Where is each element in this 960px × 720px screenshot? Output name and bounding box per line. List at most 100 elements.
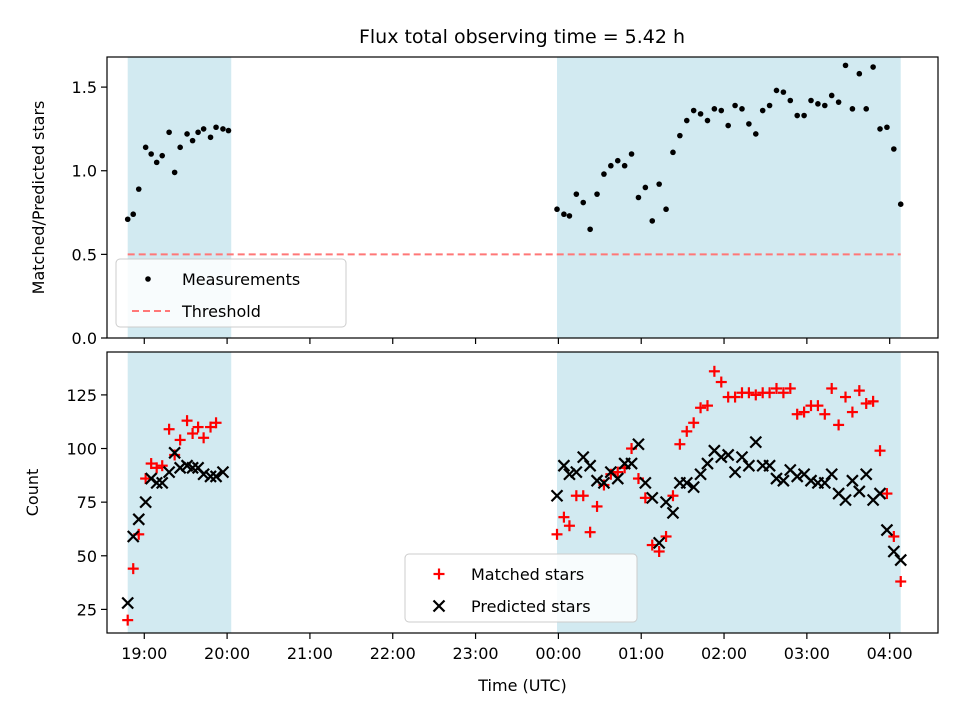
measurement-point bbox=[822, 102, 828, 109]
measurement-point bbox=[732, 102, 738, 109]
measurement-point bbox=[124, 216, 131, 223]
measurement-point bbox=[554, 206, 560, 213]
measurement-point bbox=[177, 144, 183, 151]
predicted-star-point bbox=[853, 485, 866, 498]
predicted-star-point bbox=[728, 465, 742, 479]
measurement-point bbox=[142, 144, 149, 151]
x-tick-label: 23:00 bbox=[453, 644, 499, 663]
matched-star-point bbox=[881, 488, 893, 500]
y-tick-label: 100 bbox=[66, 440, 97, 459]
predicted-star-point bbox=[839, 493, 852, 507]
measurement-point bbox=[711, 106, 718, 112]
measurement-point bbox=[849, 106, 856, 112]
measurement-point bbox=[870, 64, 876, 70]
measurement-point bbox=[594, 191, 600, 197]
matched-star-point bbox=[715, 376, 727, 388]
measurement-point bbox=[628, 151, 635, 157]
count-y-axis: 25 50 75 100 125 bbox=[66, 386, 107, 619]
predicted-star-point bbox=[186, 461, 199, 475]
measurement-point bbox=[649, 218, 656, 224]
predicted-star-point bbox=[590, 474, 604, 487]
measurement-point bbox=[773, 87, 780, 94]
measurement-point bbox=[220, 126, 226, 132]
measurement-point bbox=[704, 117, 711, 124]
measurement-point bbox=[130, 211, 137, 218]
predicted-star-point bbox=[701, 457, 714, 470]
predicted-star-point bbox=[126, 530, 140, 543]
legend-matched-marker bbox=[433, 568, 445, 580]
predicted-star-point bbox=[770, 472, 783, 485]
measurement-point bbox=[683, 117, 690, 124]
matched-star-point bbox=[667, 490, 679, 502]
matched-star-point bbox=[867, 395, 879, 407]
measurement-points bbox=[124, 62, 904, 233]
predicted-star-point bbox=[859, 467, 873, 481]
predicted-star-point bbox=[162, 465, 176, 479]
count-plot-area bbox=[106, 351, 939, 634]
x-tick-label: 02:00 bbox=[701, 644, 747, 663]
ratio-panel: 0.0 0.5 1.0 1.5 Matched/Predicted stars Mea… bbox=[29, 56, 939, 348]
predicted-star-point bbox=[721, 448, 735, 462]
y-tick-label: 0.5 bbox=[72, 245, 97, 264]
matched-star-point bbox=[688, 417, 700, 429]
measurement-point bbox=[801, 112, 807, 119]
count-points bbox=[121, 365, 908, 626]
legend-matched-label: Matched stars bbox=[471, 565, 584, 584]
predicted-star-point bbox=[659, 495, 673, 509]
predicted-star-point bbox=[652, 536, 666, 550]
measurement-point bbox=[815, 101, 821, 107]
measurement-point bbox=[207, 134, 214, 141]
measurement-point bbox=[213, 124, 219, 131]
matched-star-point bbox=[895, 576, 907, 588]
count-panel: 25 50 75 100 125 19:00 20:00 21:00 22:00 23:00 00… bbox=[23, 351, 939, 695]
measurement-point bbox=[884, 124, 890, 131]
predicted-star-point bbox=[597, 476, 611, 490]
matched-star-point bbox=[145, 458, 157, 470]
ratio-plot-area bbox=[106, 56, 939, 339]
measurement-point bbox=[752, 131, 759, 137]
predicted-star-point bbox=[168, 446, 181, 460]
predicted-star-point bbox=[742, 459, 756, 472]
time-x-axis: 19:00 20:00 21:00 22:00 23:00 00:00 01:00 02:00… bbox=[121, 633, 913, 663]
observing-spans bbox=[127, 57, 901, 338]
predicted-star-point bbox=[632, 437, 645, 451]
measurement-point bbox=[739, 106, 745, 112]
chart-title: Flux total observing time = 5.42 h bbox=[359, 26, 685, 48]
predicted-star-point bbox=[804, 474, 818, 487]
predicted-star-point bbox=[763, 459, 776, 472]
predicted-star-point bbox=[204, 470, 217, 483]
predicted-star-point bbox=[825, 467, 838, 481]
predicted-star-point bbox=[680, 476, 694, 490]
matched-star-point bbox=[729, 391, 741, 403]
measurement-point bbox=[561, 211, 567, 218]
count-y-axis-label: Count bbox=[23, 469, 42, 517]
predicted-star-point bbox=[790, 470, 804, 483]
measurement-point bbox=[225, 127, 232, 134]
measurement-point bbox=[670, 149, 676, 156]
y-tick-label: 50 bbox=[77, 547, 97, 566]
predicted-star-point bbox=[150, 476, 163, 490]
legend-predicted-label: Predicted stars bbox=[471, 597, 591, 616]
measurement-point bbox=[200, 126, 207, 132]
ratio-legend: Measurements Threshold bbox=[115, 258, 347, 328]
predicted-star-point bbox=[132, 513, 146, 526]
measurement-point bbox=[153, 159, 160, 166]
measurement-point bbox=[842, 62, 849, 69]
matched-star-point bbox=[151, 462, 163, 474]
observing-span bbox=[127, 352, 232, 633]
predicted-star-point bbox=[645, 491, 659, 505]
matched-star-point bbox=[558, 511, 570, 523]
measurement-point bbox=[580, 199, 587, 206]
predicted-star-point bbox=[846, 474, 859, 487]
predicted-star-point bbox=[749, 435, 763, 449]
matched-star-point bbox=[639, 492, 651, 504]
ratio-y-axis-label: Matched/Predicted stars bbox=[29, 101, 48, 295]
y-tick-label: 125 bbox=[66, 386, 97, 405]
measurement-point bbox=[835, 99, 842, 105]
predicted-star-point bbox=[625, 457, 638, 470]
measurement-point bbox=[587, 226, 593, 233]
measurement-point bbox=[877, 126, 883, 132]
matched-star-point bbox=[833, 419, 845, 431]
predicted-star-point bbox=[197, 467, 210, 481]
